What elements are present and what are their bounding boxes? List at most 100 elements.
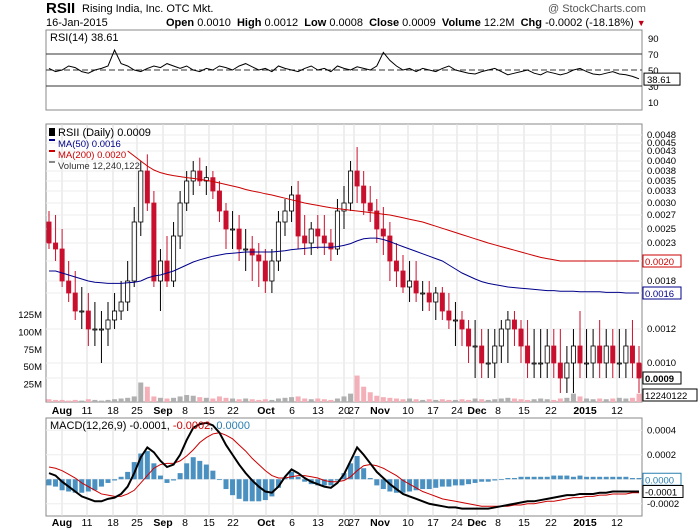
volume-bar (459, 399, 465, 402)
x-axis-label: 15 (518, 405, 530, 417)
candle-body (72, 292, 78, 312)
macd-x-axis-label: 2015 (573, 517, 597, 529)
rsi-tick-label: 70 (648, 50, 659, 61)
x-axis-label: 20 (338, 405, 350, 417)
x-axis-label: Aug (52, 405, 72, 417)
rsi-current-box (643, 72, 681, 86)
candle-body (302, 235, 308, 244)
volume-tick-label: 75M (24, 345, 43, 356)
rsi-tick-label: 30 (648, 82, 659, 93)
candle-body (623, 345, 629, 364)
candle-body (190, 170, 196, 182)
macd-current-label: -0.0001 (645, 488, 677, 499)
volume-bar (531, 399, 537, 402)
volume-bar (577, 396, 583, 402)
candle-body (498, 328, 504, 347)
macd-histogram-bar (105, 479, 111, 483)
macd-histogram-bar (479, 479, 485, 482)
volume-bar (557, 398, 563, 402)
volume-bar (315, 398, 321, 402)
candle-body (164, 260, 170, 282)
macd-histogram-bar (452, 479, 458, 486)
volume-bar (466, 399, 472, 402)
volume-bar (518, 399, 524, 402)
macd-histogram-bar (518, 476, 524, 480)
volume-bar (452, 399, 458, 402)
x-axis-label: 2015 (573, 405, 597, 417)
macd-histogram-bar (472, 479, 478, 483)
macd-histogram-bar (393, 479, 399, 493)
candle-body (125, 280, 131, 303)
volume-current-label: 12240122 (645, 391, 687, 402)
macd-tick-label: 0.0004 (647, 425, 676, 436)
macd-histogram-bar (118, 476, 124, 480)
candle-body (466, 328, 472, 347)
x-axis-label: Dec (467, 405, 486, 417)
candle-body (308, 228, 314, 244)
candle-body (131, 221, 137, 282)
legend-swatch (49, 161, 55, 163)
volume-tick-label: 50M (24, 362, 43, 373)
volume-bar (190, 395, 196, 402)
chg-value: -0.0002 (-18.18%) (545, 17, 634, 29)
macd-histogram-bar (190, 457, 196, 480)
volume-bar (171, 397, 177, 402)
volume-bar (157, 397, 163, 402)
macd-histogram-bar (374, 479, 380, 486)
candle-body (387, 235, 393, 262)
macd-histogram-bar (289, 471, 295, 480)
volume-bar (367, 392, 373, 402)
macd-histogram-bar (164, 479, 170, 483)
volume-bar (262, 399, 268, 402)
macd-x-axis-label: Dec (467, 517, 486, 529)
candle-body (144, 170, 150, 204)
volume-bar (354, 375, 360, 402)
volume-bar (597, 398, 603, 402)
macd-histogram-bar (262, 479, 268, 501)
candle-body (446, 310, 452, 321)
volume-bar (289, 397, 295, 402)
rsi-panel: RSI(14) 38.61 90 70 50 30 10 38.61 (45, 29, 681, 111)
volume-bar (105, 399, 111, 402)
candle-body (400, 270, 406, 288)
volume-bar (446, 399, 452, 402)
candle-body (151, 202, 157, 282)
candle-body (518, 328, 524, 347)
candle-body (439, 292, 445, 312)
volume-bar (413, 399, 419, 402)
volume-bar (203, 397, 209, 402)
macd-histogram-bar (439, 479, 445, 487)
high-label: High (236, 17, 262, 29)
volume-bar (144, 386, 150, 402)
volume-bar (584, 398, 590, 402)
ma50-current-box (642, 286, 682, 300)
macd-histogram-bar (380, 479, 386, 490)
macd-x-axis-label: 15 (518, 517, 530, 529)
macd-histogram-bar (295, 476, 301, 480)
macd-x-axis-label: 15 (203, 517, 215, 529)
quote-date: 16-Jan-2015 (46, 17, 108, 29)
macd-histogram-bar (249, 479, 255, 502)
macd-histogram-bar (210, 470, 216, 480)
macd-histogram-bar (459, 479, 465, 486)
candle-body (361, 185, 367, 204)
macd-x-axis-label: 22 (227, 517, 239, 529)
candle-body (98, 328, 104, 331)
ma50-current-label: 0.0016 (645, 289, 674, 300)
volume-bar (79, 400, 85, 402)
candle-body (53, 242, 59, 250)
volume-bar (92, 399, 98, 402)
macd-histogram-bar (125, 471, 131, 480)
macd-histogram-bar (354, 455, 360, 480)
macd-histogram-bar (485, 479, 491, 482)
macd-histogram-bar (511, 478, 517, 480)
volume-bar (184, 395, 190, 402)
volume-bar (341, 396, 347, 402)
macd-histogram-bar (230, 479, 236, 496)
macd-x-axis-label: Oct (257, 517, 275, 529)
macd-x-axis-label: 22 (545, 517, 557, 529)
volume-bar (525, 399, 531, 402)
volume-bar (328, 399, 334, 402)
macd-histogram-bar (269, 479, 275, 497)
price-tick-label: 0.0038 (647, 166, 676, 177)
